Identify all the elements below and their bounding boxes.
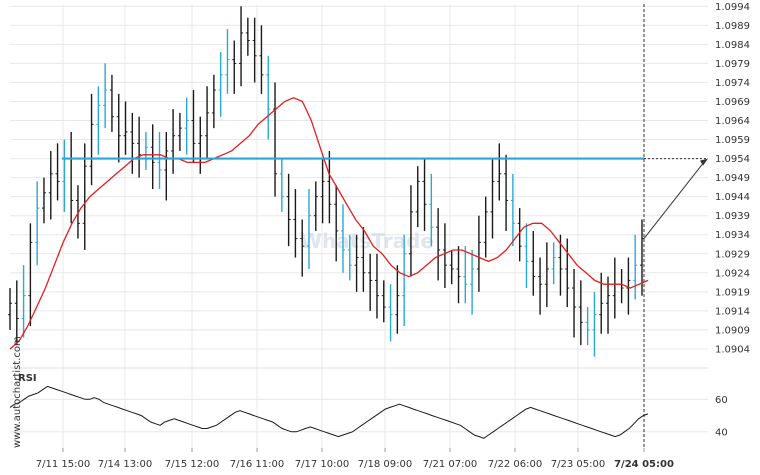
price-tick-label: 1.0994 <box>715 2 750 13</box>
price-tick-label: 1.0954 <box>715 154 750 165</box>
time-tick-label: 7/23 05:00 <box>551 459 605 470</box>
price-tick-label: 1.0989 <box>715 21 750 32</box>
time-tick-label: 7/14 13:00 <box>98 459 152 470</box>
price-tick-label: 1.0984 <box>715 40 750 51</box>
time-tick-label: 7/21 07:00 <box>423 459 477 470</box>
price-tick-label: 1.0964 <box>715 116 750 127</box>
projection-arrow-line <box>643 159 707 239</box>
price-tick-label: 1.0969 <box>715 97 750 108</box>
price-candles <box>8 6 644 357</box>
price-tick-label: 1.0919 <box>715 287 750 298</box>
price-axis: 1.0994 1.0989 1.0984 1.0979 1.0974 1.0969 1.09… <box>715 2 750 356</box>
time-tick-label: 7/16 11:00 <box>230 459 284 470</box>
autochartist-watermark: www.autochartist.com <box>12 336 23 448</box>
price-tick-label: 1.0979 <box>715 59 750 70</box>
price-tick-label: 1.0949 <box>715 173 750 184</box>
price-tick-label: 1.0959 <box>715 135 750 146</box>
price-tick-label: 1.0929 <box>715 249 750 260</box>
price-tick-label: 1.0974 <box>715 78 750 89</box>
time-tick-label: 7/11 15:00 <box>36 459 90 470</box>
rsi-line <box>9 385 649 439</box>
price-tick-label: 1.0924 <box>715 268 750 279</box>
price-tick-label: 1.0939 <box>715 211 750 222</box>
time-tick-label: 7/24 05:00 <box>614 459 674 470</box>
projection-arrow-head <box>700 158 708 166</box>
rsi-axis: 60 40 <box>715 395 728 438</box>
time-tick-label: 7/18 09:00 <box>358 459 412 470</box>
rsi-tick-label: 60 <box>715 395 728 406</box>
time-axis: 7/11 15:00 7/14 13:00 7/15 12:00 7/16 11:00… <box>36 448 674 470</box>
price-tick-label: 1.0944 <box>715 192 750 203</box>
price-tick-label: 1.0914 <box>715 306 750 317</box>
moving-average-line <box>9 96 649 350</box>
price-tick-label: 1.0934 <box>715 230 750 241</box>
time-tick-label: 7/22 06:00 <box>488 459 542 470</box>
price-tick-label: 1.0904 <box>715 344 750 355</box>
grid-lines <box>10 4 708 448</box>
chart-watermark: WhatsTrade <box>300 229 434 253</box>
rsi-tick-label: 40 <box>715 427 728 438</box>
time-tick-label: 7/17 10:00 <box>295 459 349 470</box>
time-tick-label: 7/15 12:00 <box>165 459 219 470</box>
rsi-label: RSI <box>18 373 37 384</box>
price-tick-label: 1.0909 <box>715 325 750 336</box>
